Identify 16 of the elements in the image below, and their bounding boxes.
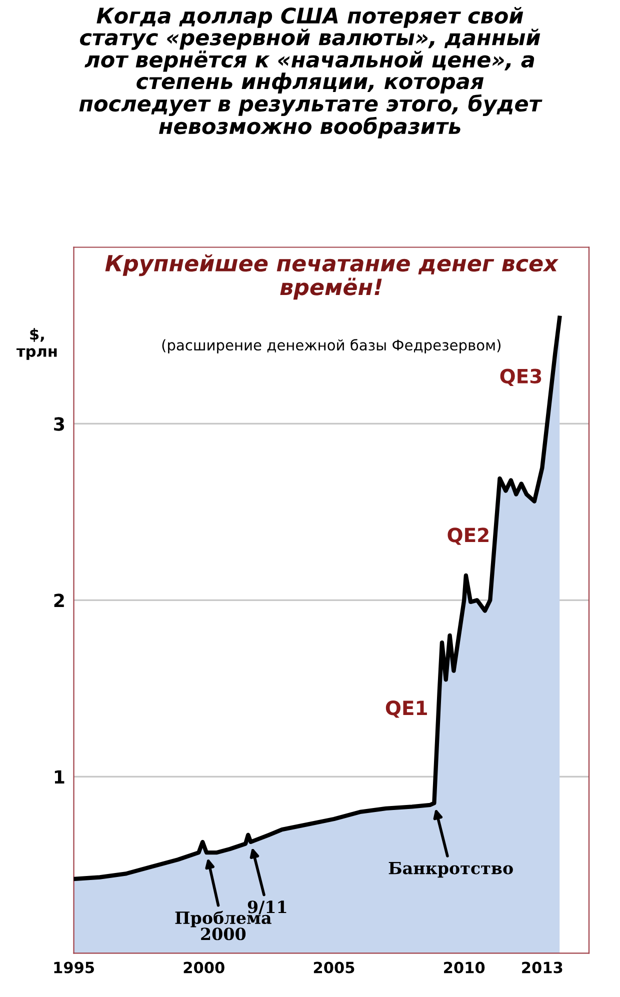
x-tick-label: 2010: [444, 962, 485, 974]
annotation: QE1: [386, 700, 427, 718]
x-tick-label: 2000: [184, 962, 224, 974]
annotation: (расширение денежной базы Федрезервом): [162, 339, 500, 354]
y-tick-label: 1: [54, 770, 64, 784]
annotation: Банкротство: [388, 862, 513, 878]
x-tick-label: 1995: [54, 962, 94, 974]
annotation: QE3: [500, 368, 542, 386]
y-tick-label: 2: [54, 594, 64, 608]
y-tick-label: 3: [54, 417, 64, 431]
annotation: QE2: [448, 528, 488, 545]
text: Крупнейшее печатание денег всех времён!: [105, 254, 559, 300]
x-tick-label: 2013: [522, 962, 562, 974]
y-axis-title: $, трлн: [16, 328, 57, 360]
x-tick-label: 2005: [314, 962, 354, 974]
chart-title: Когда доллар США потеряет свой статус «резервной валюты», данный лот вернётся к «начальной цене», а степень инфляции, которая последует в результате этого, будет невозможно вообразить: [79, 6, 542, 138]
